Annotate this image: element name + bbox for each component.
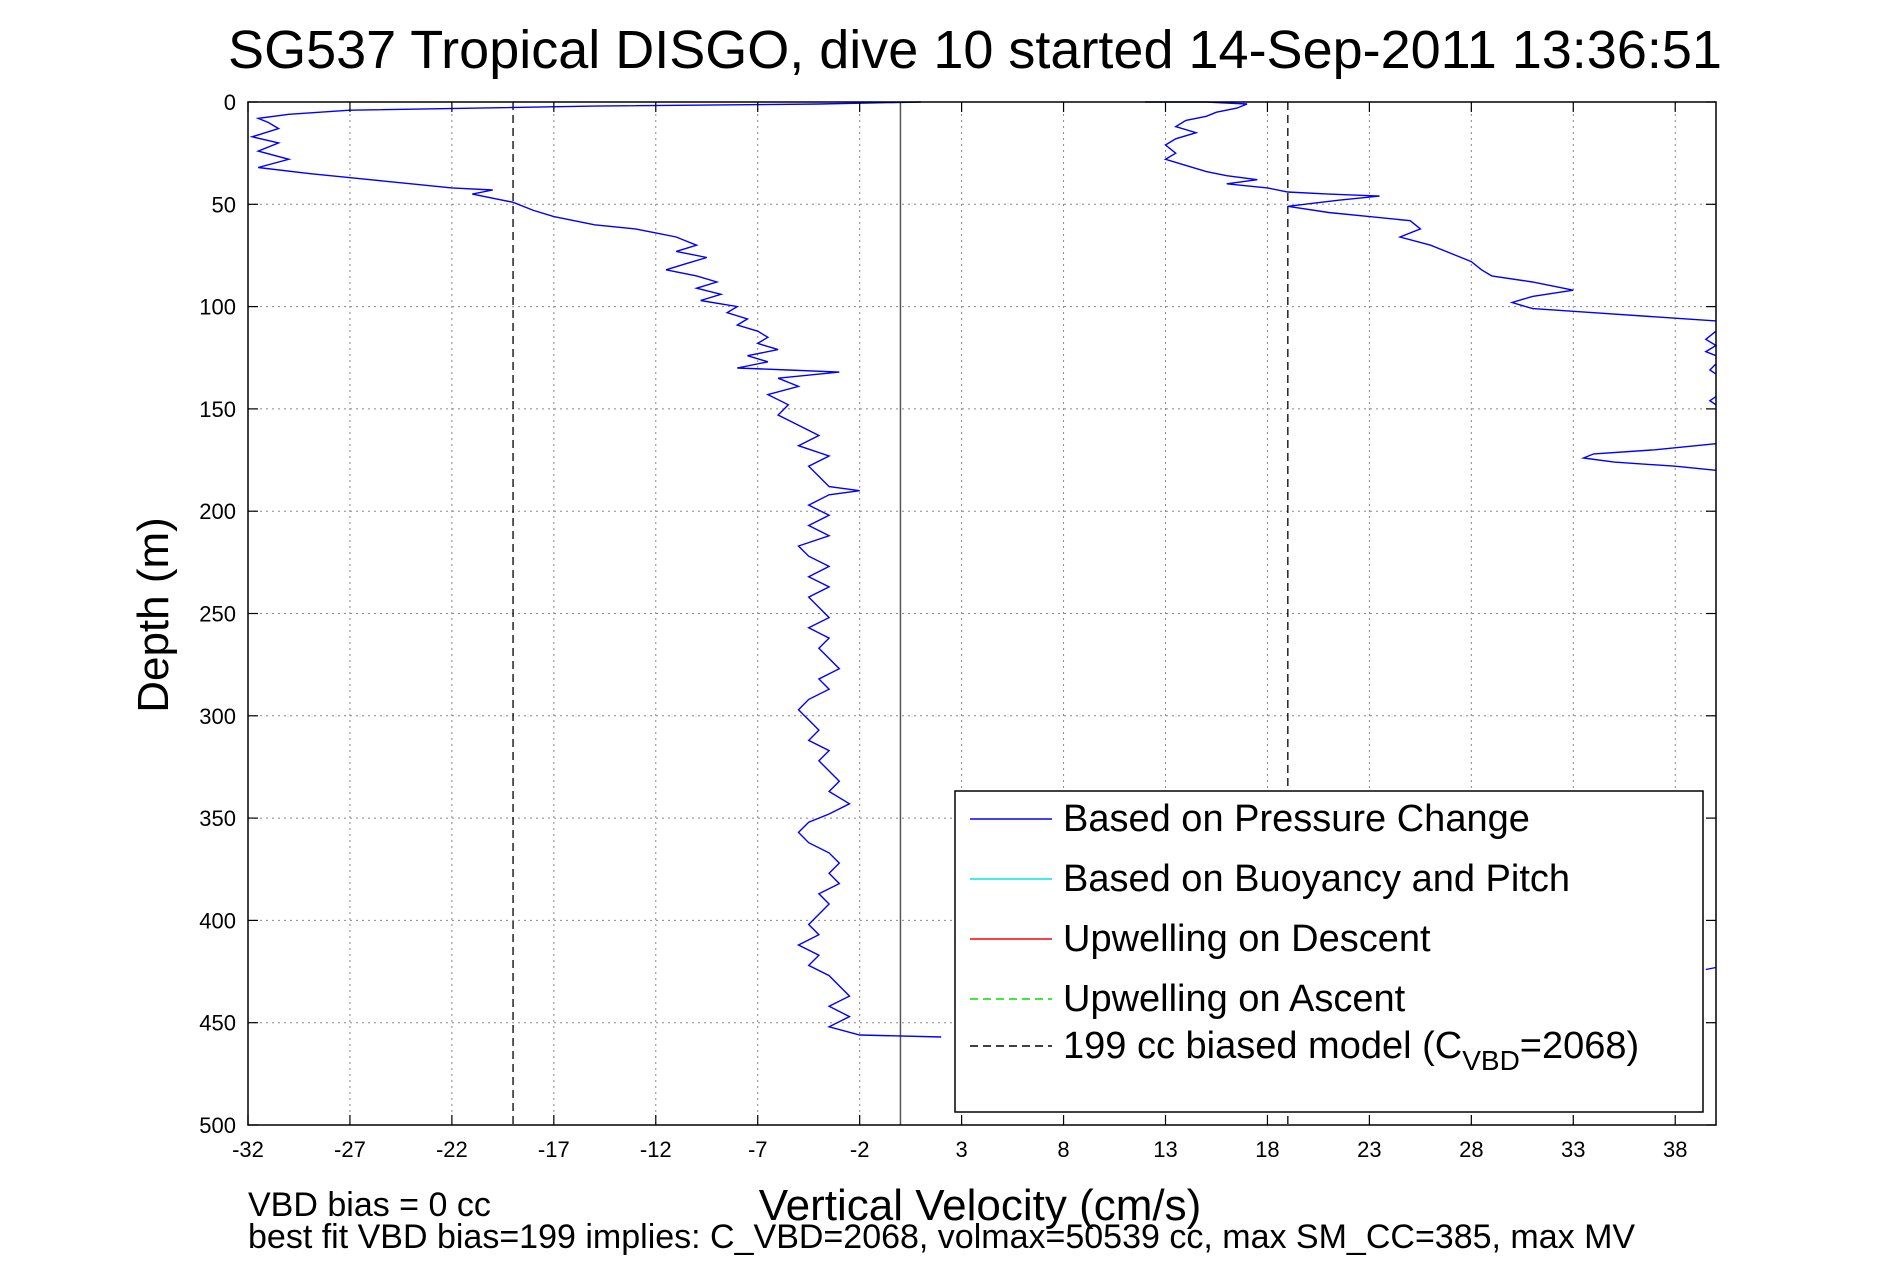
legend-entry: Based on Buoyancy and Pitch (1063, 858, 1570, 900)
x-tick-label: 8 (1057, 1137, 1069, 1162)
legend-entry: 199 cc biased model (CVBD=2068) (1063, 1025, 1639, 1076)
legend-entry: Based on Pressure Change (1063, 798, 1530, 840)
y-axis-label: Depth (m) (129, 517, 178, 713)
legend-entry: Upwelling on Descent (1063, 918, 1431, 960)
series-line-6 (1705, 966, 1717, 971)
chart-title: SG537 Tropical DISGO, dive 10 started 14… (228, 20, 1722, 80)
x-tick-label: 18 (1255, 1137, 1279, 1162)
x-axis-label: Vertical Velocity (cm/s) (759, 1181, 1202, 1230)
y-tick-label: 500 (199, 1113, 236, 1138)
x-tick-label: -32 (232, 1137, 264, 1162)
x-tick-label: 23 (1357, 1137, 1381, 1162)
y-tick-label: 450 (199, 1011, 236, 1036)
y-tick-label: 100 (199, 295, 236, 320)
series-line-0 (249, 101, 942, 1038)
x-tick-label: 3 (955, 1137, 967, 1162)
footer-vbd-bias: VBD bias = 0 cc (248, 1186, 491, 1224)
footer-best-fit: best fit VBD bias=199 implies: C_VBD=206… (248, 1218, 1635, 1256)
x-tick-label: -2 (850, 1137, 870, 1162)
y-tick-label: 300 (199, 704, 236, 729)
legend-box (954, 790, 1704, 1113)
series-line-1 (1145, 101, 1717, 322)
legend-entry: Upwelling on Ascent (1063, 978, 1406, 1020)
series-lines (249, 101, 1718, 1038)
x-axis-ticks: -32 -27 -22 -17 -12 -7 -2 3 8 13 18 23 28 33 38 (232, 102, 1687, 1162)
y-tick-label: 150 (199, 397, 236, 422)
legend: Based on Pressure Change Based on Buoyanc… (954, 790, 1704, 1113)
x-tick-label: -22 (436, 1137, 468, 1162)
series-line-5 (1580, 443, 1717, 471)
y-tick-label: 0 (224, 90, 236, 115)
y-tick-label: 250 (199, 602, 236, 627)
y-tick-label: 400 (199, 908, 236, 933)
x-tick-label: -12 (640, 1137, 672, 1162)
x-tick-label: 38 (1663, 1137, 1687, 1162)
series-line-2 (1704, 330, 1718, 357)
x-tick-label: -7 (748, 1137, 768, 1162)
x-tick-label: -17 (538, 1137, 570, 1162)
y-axis-ticks: 0 50 100 150 200 250 300 350 400 450 500 (199, 90, 1716, 1138)
x-tick-label: 28 (1459, 1137, 1483, 1162)
y-tick-label: 350 (199, 806, 236, 831)
x-tick-label: -27 (334, 1137, 366, 1162)
series-line-4 (1708, 396, 1717, 406)
x-tick-label: 33 (1561, 1137, 1585, 1162)
y-tick-label: 50 (212, 192, 236, 217)
y-tick-label: 200 (199, 499, 236, 524)
series-line-3 (1708, 363, 1717, 375)
x-tick-label: 13 (1153, 1137, 1177, 1162)
